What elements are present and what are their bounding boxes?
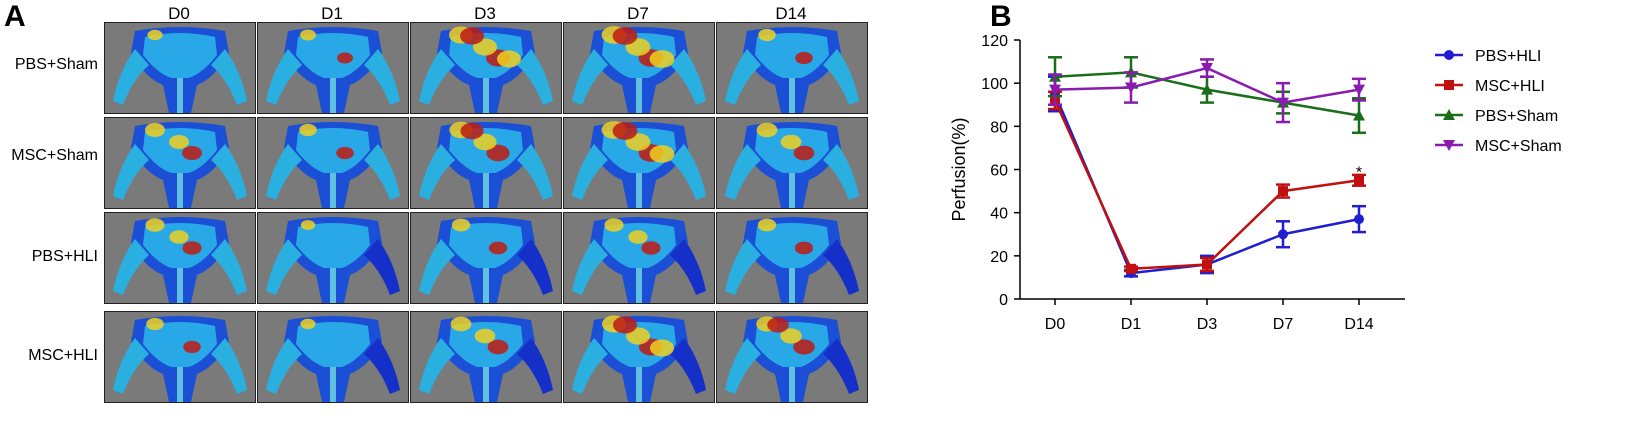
perfusion-image-tile — [104, 22, 256, 114]
perfusion-line-chart: 0 20 40 60 80 100 120 D0 D1 D3 D7 D14 Perfusion(%) *… — [949, 33, 1562, 333]
perfusion-image-tile — [257, 212, 409, 304]
perfusion-image-tile — [563, 311, 715, 403]
x-tick-label: D0 — [1045, 316, 1066, 333]
y-tick-label: 0 — [999, 292, 1008, 309]
data-point — [1444, 80, 1454, 90]
chart-series: * — [1048, 56, 1366, 279]
perfusion-image-tile — [104, 117, 256, 209]
row-label-msc-sham: MSC+Sham — [11, 147, 98, 164]
column-label-d3: D3 — [474, 4, 496, 23]
column-label-d1: D1 — [321, 4, 343, 23]
series-msc-sham — [1048, 58, 1366, 124]
perfusion-image-tile — [257, 117, 409, 209]
data-point — [1125, 82, 1137, 94]
perfusion-image-tile — [563, 22, 715, 114]
data-point — [1353, 84, 1365, 96]
legend-label: PBS+Sham — [1475, 108, 1558, 125]
legend-entry: PBS+Sham — [1435, 108, 1558, 125]
x-tick-label: D1 — [1121, 316, 1142, 333]
data-point — [1353, 109, 1365, 121]
data-point — [1354, 214, 1364, 225]
perfusion-image-tile — [410, 117, 562, 209]
data-point — [1278, 229, 1288, 240]
series-line — [1053, 99, 1360, 271]
data-point — [1354, 175, 1364, 186]
data-point — [1277, 97, 1289, 109]
perfusion-image-tile — [410, 311, 562, 403]
data-point — [1201, 63, 1213, 75]
data-point — [1278, 186, 1288, 197]
perfusion-image-tile — [716, 212, 868, 304]
y-tick-label: 60 — [990, 163, 1008, 180]
data-point — [1443, 109, 1455, 120]
legend-entry: MSC+Sham — [1435, 138, 1562, 155]
legend-entry: PBS+HLI — [1435, 48, 1541, 65]
data-point — [1444, 50, 1454, 60]
column-label-d0: D0 — [168, 4, 190, 23]
y-tick-label: 20 — [990, 249, 1008, 266]
series-pbs-hli — [1048, 75, 1366, 279]
y-tick-label: 40 — [990, 206, 1008, 223]
data-point — [1202, 259, 1212, 270]
row-label-msc-hli: MSC+HLI — [28, 347, 98, 364]
perfusion-image-tile — [563, 212, 715, 304]
y-tick-label: 80 — [990, 119, 1008, 136]
perfusion-image-tile — [257, 22, 409, 114]
legend-label: MSC+Sham — [1475, 138, 1562, 155]
perfusion-image-tile — [104, 212, 256, 304]
y-axis-title: Perfusion(%) — [949, 117, 969, 221]
perfusion-image-tile — [410, 22, 562, 114]
series-line — [1053, 93, 1360, 275]
perfusion-image-tile — [104, 311, 256, 403]
perfusion-image-tile — [410, 212, 562, 304]
panel-a-letter: A — [4, 0, 26, 33]
perfusion-image-tile — [716, 117, 868, 209]
data-point — [1443, 140, 1455, 151]
x-tick-label: D7 — [1273, 316, 1294, 333]
column-label-d14: D14 — [775, 4, 807, 23]
perfusion-image-tile — [257, 311, 409, 403]
y-tick-label: 120 — [981, 33, 1008, 50]
y-tick-label: 100 — [981, 76, 1008, 93]
perfusion-image-tile — [716, 311, 868, 403]
data-point — [1201, 83, 1213, 95]
row-label-pbs-sham: PBS+Sham — [14, 56, 98, 73]
data-point — [1049, 84, 1061, 96]
x-tick-label: D3 — [1197, 316, 1218, 333]
chart-legend: PBS+HLI MSC+HLI PBS+Sham MSC+Sham — [1435, 48, 1562, 155]
legend-entry: MSC+HLI — [1435, 78, 1545, 95]
perfusion-image-tile — [563, 117, 715, 209]
perfusion-image-tile — [716, 22, 868, 114]
panel-b-letter: B — [990, 0, 1012, 33]
series-msc-hli — [1048, 90, 1366, 274]
column-label-d7: D7 — [627, 4, 649, 23]
row-label-pbs-hli: PBS+HLI — [31, 248, 98, 265]
legend-label: PBS+HLI — [1475, 48, 1541, 65]
chart-axes: 0 20 40 60 80 100 120 D0 D1 D3 D7 D14 Perfusion(%) — [949, 33, 1405, 333]
data-point — [1126, 263, 1136, 274]
significance-marker: * — [1356, 165, 1362, 182]
x-tick-label: D14 — [1344, 316, 1373, 333]
legend-label: MSC+HLI — [1475, 78, 1545, 95]
